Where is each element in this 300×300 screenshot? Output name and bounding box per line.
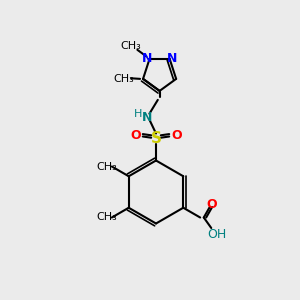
Text: O: O [207, 197, 217, 211]
Text: OH: OH [208, 228, 227, 242]
Text: CH₃: CH₃ [96, 212, 117, 223]
Text: O: O [130, 129, 141, 142]
Text: S: S [151, 131, 161, 146]
Text: N: N [167, 52, 177, 65]
Text: CH₃: CH₃ [120, 40, 141, 51]
Text: N: N [142, 52, 152, 65]
Text: CH₃: CH₃ [96, 161, 117, 172]
Text: H: H [134, 109, 142, 119]
Text: N: N [142, 111, 152, 124]
Text: CH₃: CH₃ [113, 74, 134, 84]
Text: O: O [171, 129, 182, 142]
